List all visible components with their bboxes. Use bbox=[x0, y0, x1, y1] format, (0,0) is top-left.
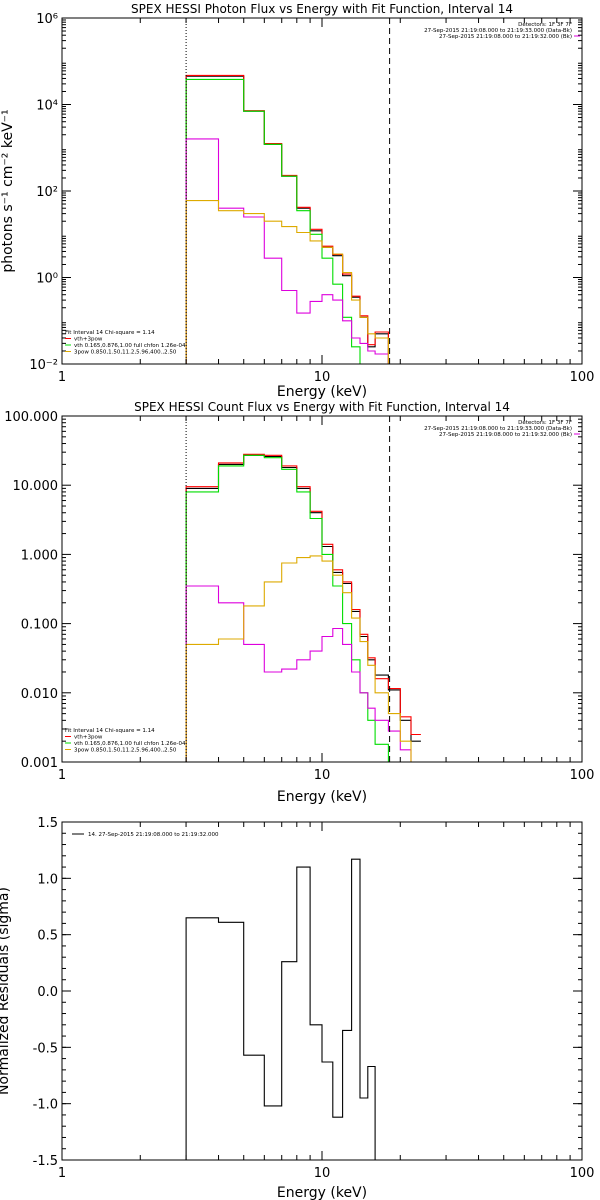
y-tick-label: 10⁶ bbox=[36, 12, 58, 27]
x-tick-label: 10 bbox=[314, 370, 331, 385]
y-tick-label: 0.010 bbox=[21, 687, 58, 702]
y-tick-label: 10⁰ bbox=[36, 272, 58, 287]
residuals-panel: Energy (keV) Normalized Residuals (sigma… bbox=[0, 816, 594, 1200]
count-flux-panel: SPEX HESSI Count Flux vs Energy with Fit… bbox=[4, 400, 594, 805]
x-tick-label: 100 bbox=[570, 370, 595, 385]
y-tick-label: 10.000 bbox=[13, 479, 59, 494]
series-0-line bbox=[185, 454, 421, 762]
chart-title: SPEX HESSI Count Flux vs Energy with Fit… bbox=[134, 400, 510, 414]
info-line: 27-Sep-2015 21:19:08.000 to 21:19:32.000… bbox=[439, 34, 572, 40]
y-tick-label: 0.001 bbox=[21, 756, 58, 771]
y-tick-label: 10⁴ bbox=[36, 99, 58, 114]
info-line: 27-Sep-2015 21:19:08.000 to 21:19:32.000… bbox=[439, 432, 572, 438]
y-tick-label: 0.5 bbox=[37, 929, 58, 944]
legend-line: 14. 27-Sep-2015 21:19:08.000 to 21:19:32… bbox=[88, 832, 219, 838]
legend-line: vth+3pow bbox=[74, 735, 103, 741]
info-line: Detectors: 1F 3F 7F bbox=[518, 22, 572, 28]
x-axis-label: Energy (keV) bbox=[277, 384, 367, 400]
legend-line: vth 0.165,0.876,1.00 full chfon 1.26e-04 bbox=[74, 741, 186, 747]
y-tick-label: 1.0 bbox=[37, 872, 58, 887]
info-line: 27-Sep-2015 21:19:08.000 to 21:19:33.000… bbox=[424, 28, 572, 34]
series-4-line bbox=[185, 200, 401, 364]
series-1-line bbox=[185, 74, 389, 364]
y-tick-label: 1.5 bbox=[37, 816, 58, 831]
y-tick-label: 10² bbox=[36, 185, 58, 200]
series-3-line bbox=[185, 585, 421, 762]
photon-flux-panel: SPEX HESSI Photon Flux vs Energy with Fi… bbox=[0, 2, 594, 400]
y-axis-label: photons s⁻¹ cm⁻² keV⁻¹ bbox=[0, 109, 16, 272]
x-tick-label: 100 bbox=[570, 1166, 595, 1181]
plot-frame bbox=[61, 17, 583, 365]
y-tick-label: 1.000 bbox=[21, 548, 58, 563]
series-0-line bbox=[185, 858, 376, 1160]
x-tick-label: 1 bbox=[58, 370, 66, 385]
y-tick-label: 100.000 bbox=[4, 410, 58, 425]
legend-line: vth+3pow bbox=[74, 337, 103, 343]
y-tick-label: 10⁻² bbox=[29, 358, 58, 373]
plot-frame bbox=[61, 415, 583, 763]
info-line: Detectors: 1F 3F 7F bbox=[518, 420, 572, 426]
plot-frame bbox=[61, 821, 583, 1161]
y-axis-label: Normalized Residuals (sigma) bbox=[0, 887, 12, 1095]
legend-line: vth 0.165,0.876,1.00 full chfon 1.26e-04 bbox=[74, 343, 186, 349]
y-tick-label: -1.0 bbox=[33, 1098, 58, 1113]
legend-line: 3pow 0.850,1.50,11.2,5.96,400.,2.50 bbox=[74, 748, 177, 754]
y-tick-label: 0.100 bbox=[21, 618, 58, 633]
y-tick-label: 0.0 bbox=[37, 985, 58, 1000]
series-1-line bbox=[185, 453, 421, 762]
series-2-line bbox=[185, 454, 401, 762]
x-tick-label: 10 bbox=[314, 1166, 331, 1181]
y-tick-label: -0.5 bbox=[33, 1041, 58, 1056]
x-tick-label: 1 bbox=[58, 1166, 66, 1181]
legend-line: 3pow 0.850,1.50,11.2,5.96,400.,2.50 bbox=[74, 350, 177, 356]
legend-line: Fit Interval 14 Chi-square = 1.14 bbox=[65, 728, 155, 734]
x-axis-label: Energy (keV) bbox=[277, 789, 367, 805]
x-tick-label: 100 bbox=[570, 768, 595, 783]
info-line: 27-Sep-2015 21:19:08.000 to 21:19:33.000… bbox=[424, 426, 572, 432]
x-tick-label: 10 bbox=[314, 768, 331, 783]
x-tick-label: 1 bbox=[58, 768, 66, 783]
legend-line: Fit Interval 14 Chi-square = 1.14 bbox=[65, 330, 155, 336]
x-axis-label: Energy (keV) bbox=[277, 1185, 367, 1200]
series-2-line bbox=[185, 78, 361, 364]
y-tick-label: -1.5 bbox=[33, 1154, 58, 1169]
series-4-line bbox=[185, 555, 421, 762]
series-3-line bbox=[185, 138, 389, 364]
chart-title: SPEX HESSI Photon Flux vs Energy with Fi… bbox=[131, 2, 513, 16]
